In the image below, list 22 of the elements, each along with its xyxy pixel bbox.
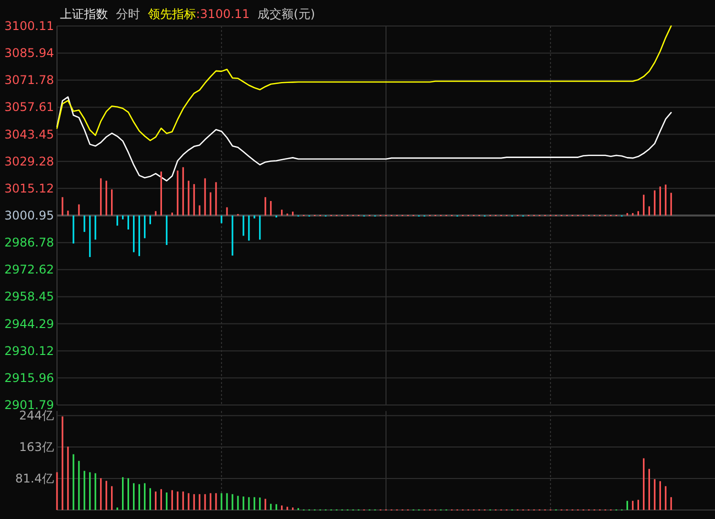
y-tick-label: 2958.45 xyxy=(4,290,54,304)
y-tick-label: 3043.45 xyxy=(4,127,54,142)
text: 分时 xyxy=(116,7,140,21)
y-tick-label: 2915.96 xyxy=(4,370,54,385)
chart-title: 上证指数 xyxy=(60,7,108,21)
y-tick-label: 2972.62 xyxy=(4,262,54,277)
text: 领先指标 xyxy=(148,7,196,21)
y-tick-label: 3015.12 xyxy=(4,181,54,196)
text: 成交额(元) xyxy=(258,7,316,21)
y-tick-label: 3029.28 xyxy=(4,154,54,168)
text: :3100.11 xyxy=(196,7,250,21)
y-tick-label: 2930.12 xyxy=(4,344,54,358)
y-tick-label: 3000.95 xyxy=(4,208,54,222)
y-tick-label: 2944.29 xyxy=(4,316,54,331)
y-tick-label: 3085.94 xyxy=(4,46,54,60)
y-tick-label: 244亿 xyxy=(19,408,54,423)
y-tick-label: 3071.78 xyxy=(4,73,54,88)
y-tick-label: 3100.11 xyxy=(4,19,54,33)
y-tick-label: 2986.78 xyxy=(4,236,54,250)
y-tick-label: 163亿 xyxy=(19,440,54,454)
y-tick-label: 81.4亿 xyxy=(15,472,54,486)
y-tick-label: 3057.61 xyxy=(4,100,54,114)
